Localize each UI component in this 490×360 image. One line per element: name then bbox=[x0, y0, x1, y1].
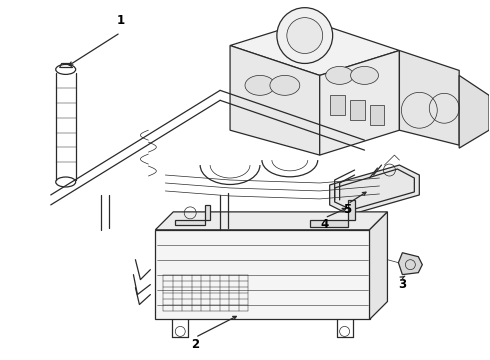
Bar bbox=[369, 105, 385, 125]
Polygon shape bbox=[369, 212, 388, 319]
Polygon shape bbox=[230, 45, 319, 155]
Polygon shape bbox=[175, 205, 210, 225]
Polygon shape bbox=[155, 212, 388, 230]
Ellipse shape bbox=[245, 75, 275, 95]
Polygon shape bbox=[155, 230, 369, 319]
Polygon shape bbox=[398, 253, 422, 275]
Text: 4: 4 bbox=[320, 218, 329, 231]
Text: 5: 5 bbox=[343, 203, 352, 216]
Polygon shape bbox=[330, 165, 419, 215]
Ellipse shape bbox=[326, 67, 354, 84]
Ellipse shape bbox=[350, 67, 378, 84]
Bar bbox=[330, 95, 344, 115]
Polygon shape bbox=[310, 200, 355, 227]
Text: 1: 1 bbox=[117, 14, 124, 27]
Polygon shape bbox=[399, 50, 459, 145]
Text: 2: 2 bbox=[191, 338, 199, 351]
Polygon shape bbox=[459, 75, 489, 148]
Circle shape bbox=[277, 8, 333, 63]
Polygon shape bbox=[230, 21, 399, 75]
Text: 3: 3 bbox=[398, 278, 406, 291]
Bar bbox=[349, 100, 365, 120]
Ellipse shape bbox=[270, 75, 300, 95]
Polygon shape bbox=[319, 50, 399, 155]
Circle shape bbox=[287, 18, 323, 54]
